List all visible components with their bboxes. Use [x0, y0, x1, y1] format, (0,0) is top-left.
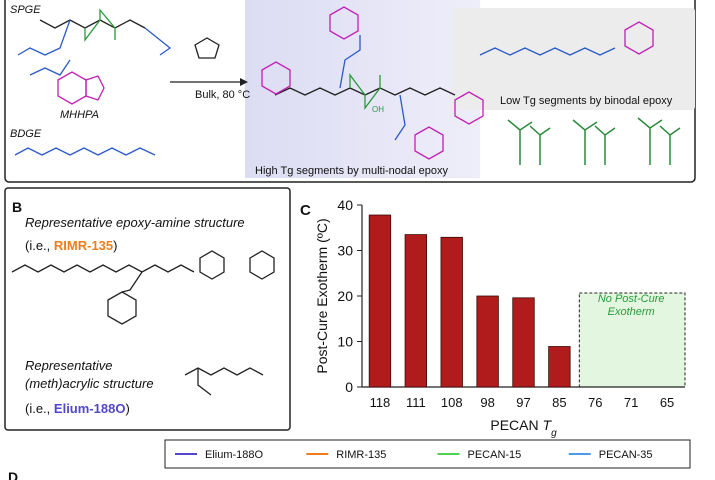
structure — [29, 59, 71, 76]
text: Representative epoxy-amine structure — [25, 215, 245, 230]
panel-letter: B — [12, 199, 22, 215]
structure — [624, 21, 654, 55]
label: SPGE — [10, 4, 41, 16]
x-tick-label: 97 — [516, 395, 530, 410]
x-tick-label: 118 — [370, 395, 391, 410]
low-tg-region — [452, 8, 695, 110]
bar — [476, 295, 499, 388]
y-tick-label: 10 — [337, 334, 353, 350]
structure — [261, 61, 291, 95]
x-tick-label: 65 — [660, 395, 674, 410]
structure — [454, 91, 484, 125]
y-tick-label: 20 — [337, 288, 353, 304]
legend-label: PECAN-35 — [599, 449, 653, 461]
arrow-head — [240, 78, 248, 86]
annotation: No Post-Cure — [598, 293, 665, 305]
x-tick-label: 98 — [480, 395, 494, 410]
structure — [17, 19, 71, 56]
x-axis-label-subscript: g — [551, 428, 557, 439]
x-axis-label-text: PECAN — [490, 417, 542, 433]
high-tg-region — [245, 0, 480, 178]
bar — [512, 297, 535, 388]
bar — [548, 346, 571, 388]
structure — [394, 94, 406, 141]
legend-label: Elium-188O — [205, 449, 264, 461]
x-tick-label: 85 — [552, 395, 566, 410]
structure — [349, 73, 381, 110]
panel-letter: C — [300, 202, 311, 219]
structure — [194, 37, 220, 59]
x-tick-label: 71 — [624, 395, 638, 410]
structure — [329, 6, 359, 40]
structure — [414, 126, 444, 160]
label: Bulk, 80 °C — [195, 89, 250, 101]
label: MHHPA — [60, 109, 99, 121]
legend-label: PECAN-15 — [468, 449, 522, 461]
text: ) — [113, 238, 117, 253]
legend-label: RIMR-135 — [336, 449, 386, 461]
text: (i.e., — [25, 238, 54, 253]
bar — [368, 214, 392, 388]
panel-letter: D — [8, 469, 18, 480]
structure — [11, 264, 195, 273]
annotation: Exotherm — [608, 306, 655, 318]
label: OH — [372, 105, 384, 114]
resin-name: RIMR-135 — [54, 238, 113, 253]
text: ) — [125, 401, 129, 416]
y-tick-label: 40 — [337, 197, 353, 213]
bar — [440, 236, 463, 388]
text: (meth)acrylic structure — [25, 376, 154, 391]
y-tick-label: 0 — [345, 379, 353, 395]
structure — [121, 271, 143, 293]
structure — [14, 147, 156, 156]
wind-turbines — [507, 117, 681, 165]
y-tick-label: 30 — [337, 243, 353, 259]
text: (i.e., Elium-188O) — [25, 401, 130, 416]
bar — [404, 234, 428, 388]
structure — [85, 75, 105, 101]
x-tick-label: 76 — [588, 395, 602, 410]
x-axis-label: PECAN Tg — [490, 417, 557, 439]
caption: High Tg segments by multi-nodal epoxy — [255, 165, 449, 177]
text: (i.e., — [25, 401, 54, 416]
structure — [197, 368, 212, 396]
structure — [39, 19, 146, 29]
label: BDGE — [10, 128, 42, 140]
panel-b-frame — [4, 187, 291, 431]
structure — [84, 8, 116, 42]
text: Representative — [25, 358, 112, 373]
x-tick-label: 108 — [441, 395, 463, 410]
structure — [199, 250, 225, 280]
text: (i.e., RIMR-135) — [25, 238, 118, 253]
y-axis-label: Post-Cure Exotherm (ºC) — [314, 218, 330, 373]
resin-name: Elium-188O — [54, 401, 126, 416]
x-tick-label: 111 — [406, 395, 426, 410]
legend-frame — [164, 439, 691, 469]
structure — [479, 47, 616, 56]
structure — [249, 250, 275, 280]
x-axis-label-symbol: T — [543, 417, 553, 433]
annotation-box — [578, 292, 686, 388]
structure — [339, 35, 361, 89]
caption: Low Tg segments by binodal epoxy — [500, 95, 673, 107]
structure — [144, 27, 172, 56]
